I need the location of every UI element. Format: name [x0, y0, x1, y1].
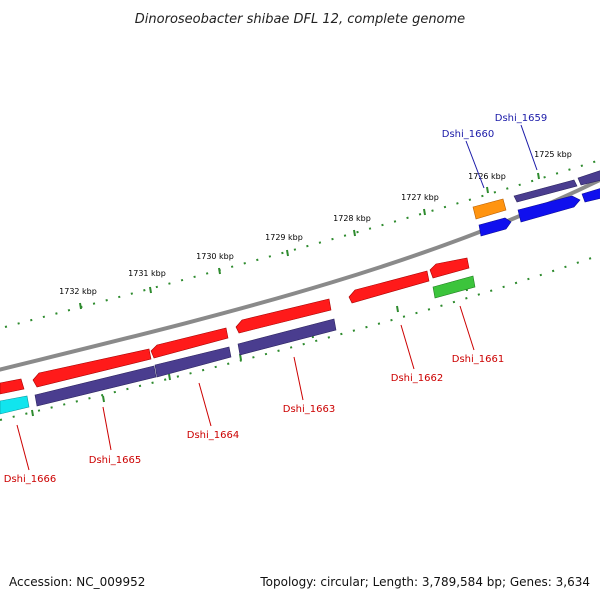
- gene-label-dshi-1664[interactable]: Dshi_1664: [187, 430, 239, 441]
- gene-arrow[interactable]: [235, 298, 332, 334]
- outer-major-ticks: [79, 172, 540, 310]
- gene-arrow[interactable]: [0, 378, 25, 395]
- kbp-labels: 1725 kbp 1726 kbp 1727 kbp 1728 kbp 1729…: [59, 150, 572, 296]
- gene-arrow[interactable]: [429, 257, 470, 279]
- kbp-label: 1728 kbp: [333, 214, 371, 223]
- gene-label-dshi-1659[interactable]: Dshi_1659: [495, 113, 547, 124]
- gene-arrow[interactable]: [513, 179, 578, 203]
- gene-arrow[interactable]: [478, 217, 512, 237]
- gene-arrow[interactable]: [581, 188, 600, 203]
- gene-label-dshi-1663[interactable]: Dshi_1663: [283, 404, 335, 415]
- reverse-strand-lower-features: [0, 275, 476, 415]
- genome-backbone: [0, 177, 600, 372]
- gene-label-dshi-1661[interactable]: Dshi_1661: [452, 354, 504, 365]
- inner-tick-track: [0, 254, 600, 421]
- gene-arrow[interactable]: [432, 275, 476, 299]
- accession-text: Accession: NC_009952: [9, 575, 145, 589]
- genome-summary-text: Topology: circular; Length: 3,789,584 bp…: [259, 575, 590, 589]
- kbp-label: 1730 kbp: [196, 252, 234, 261]
- label-leader-lines: [16, 124, 538, 471]
- forward-strand-features: [472, 170, 600, 237]
- gene-arrow[interactable]: [32, 348, 152, 388]
- map-title: Dinoroseobacter shibae DFL 12, complete …: [135, 12, 465, 27]
- gene-label-dshi-1666[interactable]: Dshi_1666: [4, 474, 56, 485]
- gene-labels: Dshi_1659 Dshi_1660 Dshi_1661 Dshi_1662 …: [4, 113, 547, 485]
- gene-arrow[interactable]: [237, 318, 337, 356]
- gene-arrow[interactable]: [150, 327, 229, 359]
- kbp-label: 1732 kbp: [59, 287, 97, 296]
- gene-arrow[interactable]: [517, 195, 581, 223]
- gene-label-dshi-1665[interactable]: Dshi_1665: [89, 455, 141, 466]
- outer-tick-track: [4, 159, 600, 328]
- gene-label-dshi-1660[interactable]: Dshi_1660: [442, 129, 494, 140]
- gene-arrow[interactable]: [472, 198, 507, 220]
- gene-arrow[interactable]: [348, 270, 430, 304]
- kbp-label: 1725 kbp: [534, 150, 572, 159]
- gene-label-dshi-1662[interactable]: Dshi_1662: [391, 373, 443, 384]
- gene-arrow[interactable]: [34, 365, 157, 407]
- gene-arrow[interactable]: [0, 395, 30, 415]
- kbp-label: 1729 kbp: [265, 233, 303, 242]
- kbp-label: 1726 kbp: [468, 172, 506, 181]
- gene-arrow[interactable]: [154, 346, 232, 378]
- kbp-label: 1731 kbp: [128, 269, 166, 278]
- gene-arrow[interactable]: [577, 170, 600, 186]
- kbp-label: 1727 kbp: [401, 193, 439, 202]
- reverse-strand-red-features: [0, 257, 470, 395]
